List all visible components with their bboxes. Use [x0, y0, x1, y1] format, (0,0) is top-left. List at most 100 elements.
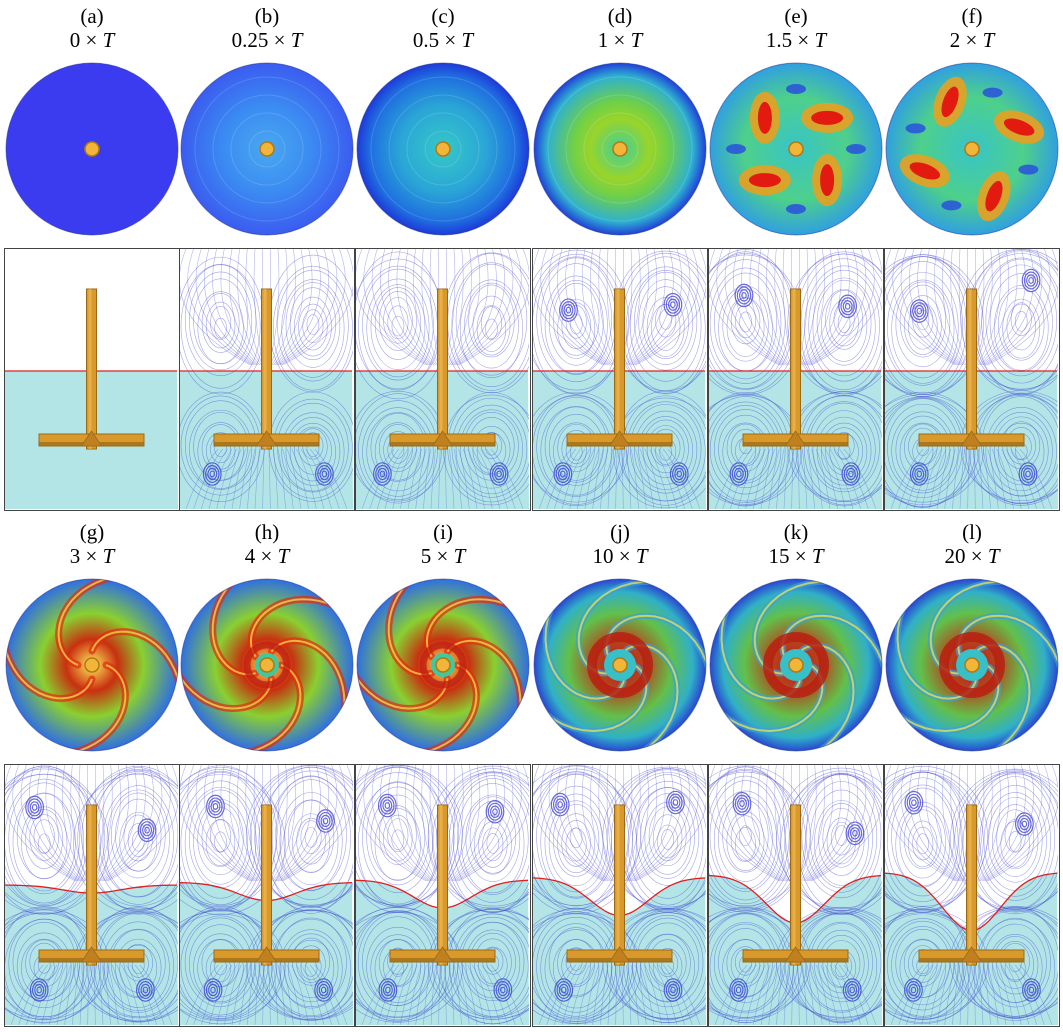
- time-unit: T: [102, 544, 115, 568]
- impeller-shaft-top-icon: [435, 657, 451, 673]
- subfigure-caption: (l) 20 × T: [884, 520, 1060, 568]
- subfigure-d: (d) 1 × T: [532, 0, 708, 516]
- times-sign: ×: [960, 28, 983, 52]
- subfigure-f: (f) 2 × T: [884, 0, 1060, 516]
- side-view-streamline-plot: [4, 248, 180, 511]
- time-unit: T: [461, 28, 474, 52]
- time-unit: T: [290, 28, 303, 52]
- subfigure-caption: (d) 1 × T: [532, 4, 708, 52]
- times-sign: ×: [613, 544, 636, 568]
- time-value: 20: [944, 544, 966, 568]
- time-value: 3: [69, 544, 81, 568]
- impeller-icon: [742, 288, 849, 450]
- impeller-icon: [566, 288, 673, 450]
- subfigure-caption: (a) 0 × T: [4, 4, 180, 52]
- time-value: 10: [592, 544, 614, 568]
- impeller-icon: [38, 288, 145, 450]
- times-sign: ×: [792, 28, 815, 52]
- subfigure-label: (f): [961, 4, 983, 28]
- impeller-icon: [566, 804, 673, 966]
- side-view-streamline-plot: [532, 764, 708, 1027]
- time-label: 10 × T: [532, 544, 708, 568]
- time-value: 2: [949, 28, 961, 52]
- impeller-icon: [213, 288, 320, 450]
- subfigure-label: (i): [433, 520, 453, 544]
- subfigure-caption: (j) 10 × T: [532, 520, 708, 568]
- impeller-shaft-top-icon: [259, 141, 275, 157]
- time-unit: T: [811, 544, 824, 568]
- time-unit: T: [987, 544, 1000, 568]
- impeller-shaft-top-icon: [788, 657, 804, 673]
- side-view-streamline-plot: [179, 248, 355, 511]
- subfigure-k: (k) 15 × T: [708, 516, 884, 1032]
- impeller-shaft-top-icon: [84, 141, 100, 157]
- top-view-surface-plot: [532, 577, 708, 753]
- impeller-shaft-top-icon: [612, 657, 628, 673]
- times-sign: ×: [789, 544, 812, 568]
- subfigure-label: (l): [962, 520, 982, 544]
- time-value: 1.5: [765, 28, 793, 52]
- subfigure-i: (i) 5 × T: [355, 516, 531, 1032]
- side-view-streamline-plot: [4, 764, 180, 1027]
- subfigure-j: (j) 10 × T: [532, 516, 708, 1032]
- subfigure-caption: (b) 0.25 × T: [179, 4, 355, 52]
- subfigure-c: (c) 0.5 × T: [355, 0, 531, 516]
- time-label: 0.5 × T: [355, 28, 531, 52]
- subfigure-h: (h) 4 × T: [179, 516, 355, 1032]
- impeller-icon: [38, 804, 145, 966]
- impeller-icon: [213, 804, 320, 966]
- top-view-surface-plot: [708, 61, 884, 237]
- subfigure-a: (a) 0 × T: [4, 0, 180, 516]
- time-label: 1 × T: [532, 28, 708, 52]
- subfigure-label: (h): [254, 520, 280, 544]
- impeller-icon: [918, 288, 1025, 450]
- side-view-streamline-plot: [884, 248, 1060, 511]
- subfigure-caption: (k) 15 × T: [708, 520, 884, 568]
- time-label: 0 × T: [4, 28, 180, 52]
- impeller-shaft-top-icon: [964, 141, 980, 157]
- time-value: 1: [597, 28, 609, 52]
- subfigure-caption: (c) 0.5 × T: [355, 4, 531, 52]
- top-view-surface-plot: [355, 61, 531, 237]
- time-unit: T: [635, 544, 648, 568]
- times-sign: ×: [255, 544, 278, 568]
- impeller-shaft-top-icon: [612, 141, 628, 157]
- time-label: 0.25 × T: [179, 28, 355, 52]
- subfigure-label: (d): [607, 4, 633, 28]
- subfigure-caption: (i) 5 × T: [355, 520, 531, 568]
- impeller-icon: [918, 804, 1025, 966]
- side-view-streamline-plot: [884, 764, 1060, 1027]
- side-view-streamline-plot: [355, 248, 531, 511]
- side-view-streamline-plot: [708, 248, 884, 511]
- times-sign: ×: [268, 28, 291, 52]
- subfigure-label: (c): [431, 4, 455, 28]
- subfigure-caption: (g) 3 × T: [4, 520, 180, 568]
- time-label: 2 × T: [884, 28, 1060, 52]
- top-view-surface-plot: [884, 61, 1060, 237]
- time-value: 5: [420, 544, 432, 568]
- top-view-surface-plot: [708, 577, 884, 753]
- subfigure-label: (g): [79, 520, 105, 544]
- side-view-streamline-plot: [179, 764, 355, 1027]
- time-value: 0.5: [412, 28, 440, 52]
- time-unit: T: [102, 28, 115, 52]
- top-view-surface-plot: [179, 61, 355, 237]
- subfigure-label: (a): [80, 4, 104, 28]
- time-label: 1.5 × T: [708, 28, 884, 52]
- time-label: 3 × T: [4, 544, 180, 568]
- impeller-shaft-top-icon: [964, 657, 980, 673]
- time-label: 15 × T: [708, 544, 884, 568]
- subfigure-b: (b) 0.25 × T: [179, 0, 355, 516]
- impeller-shaft-top-icon: [788, 141, 804, 157]
- times-sign: ×: [80, 28, 103, 52]
- subfigure-label: (j): [610, 520, 630, 544]
- top-view-surface-plot: [355, 577, 531, 753]
- time-value: 0.25: [231, 28, 269, 52]
- impeller-shaft-top-icon: [435, 141, 451, 157]
- time-label: 20 × T: [884, 544, 1060, 568]
- time-value: 4: [244, 544, 256, 568]
- times-sign: ×: [608, 28, 631, 52]
- subfigure-label: (b): [254, 4, 280, 28]
- time-unit: T: [630, 28, 643, 52]
- times-sign: ×: [439, 28, 462, 52]
